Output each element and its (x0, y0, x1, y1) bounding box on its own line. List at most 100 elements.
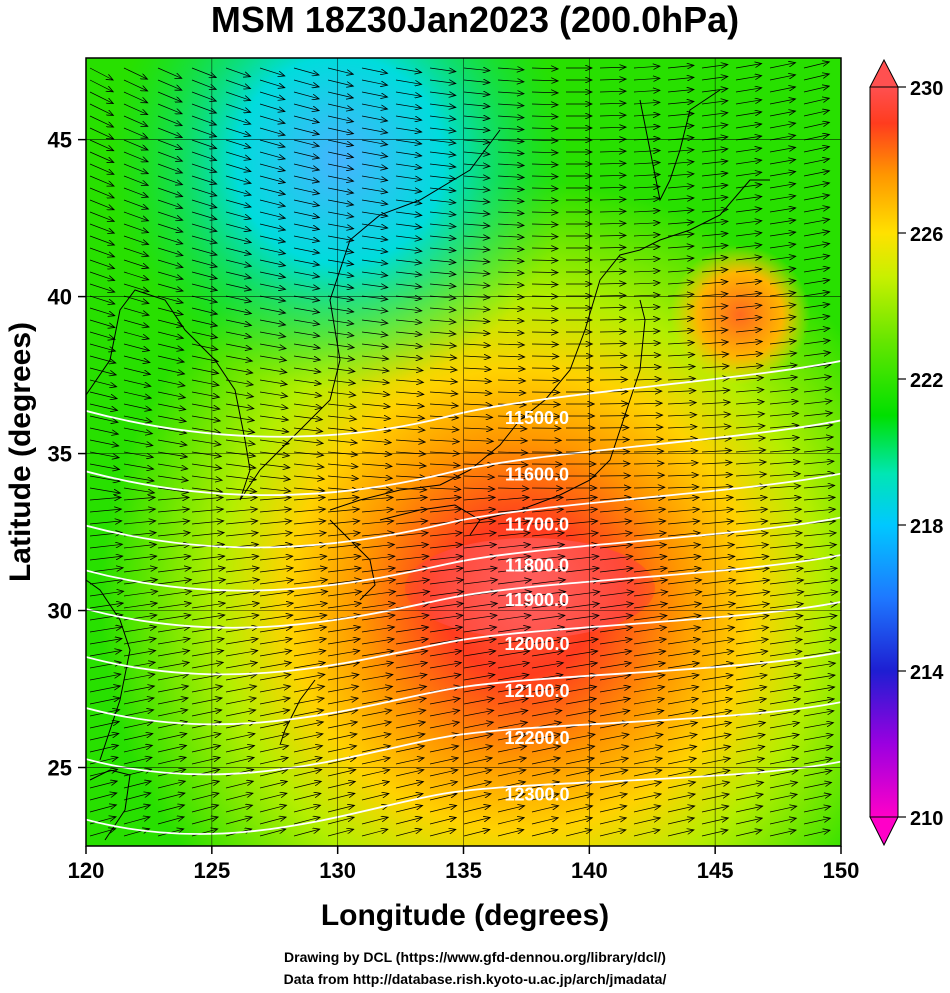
wind-arrow (803, 147, 829, 153)
wind-arrow (463, 380, 491, 382)
wind-arrow (667, 497, 699, 500)
wind-arrow (735, 64, 762, 69)
wind-arrow (803, 449, 834, 452)
wind-arrow (531, 380, 560, 381)
wind-arrow (803, 437, 833, 440)
wind-arrow (225, 568, 259, 573)
wind-arrow (123, 319, 149, 327)
wind-arrow (259, 187, 285, 194)
wind-arrow (463, 545, 496, 549)
wind-arrow (259, 103, 285, 112)
wind-arrow (157, 509, 189, 512)
wind-arrow (259, 127, 285, 135)
wind-arrow (735, 305, 762, 308)
wind-arrow (395, 615, 429, 621)
wind-arrow (633, 283, 660, 284)
wind-arrow (259, 67, 285, 76)
wind-arrow (769, 208, 796, 213)
wind-arrow (497, 236, 524, 237)
wind-arrow (429, 176, 456, 179)
wind-arrow (769, 111, 796, 117)
wind-arrow (599, 592, 634, 597)
wind-arrow (123, 163, 148, 174)
wind-arrow (633, 509, 665, 512)
wind-arrow (123, 79, 148, 91)
wind-arrow (531, 236, 558, 237)
wind-arrow (531, 592, 566, 597)
wind-arrow (361, 259, 388, 264)
wind-arrow (769, 135, 796, 141)
wind-arrow (395, 67, 422, 72)
wind-arrow (361, 223, 388, 228)
wind-arrow (599, 211, 626, 212)
wind-arrow (157, 187, 183, 197)
wind-arrow (395, 320, 422, 323)
wind-arrow (497, 488, 529, 489)
wind-arrow (327, 380, 355, 383)
wind-arrow (701, 497, 733, 500)
wind-arrow (191, 521, 224, 524)
wind-arrow (293, 319, 320, 324)
wind-arrow (769, 123, 796, 129)
wind-arrow (803, 353, 831, 357)
wind-arrow (191, 379, 219, 385)
wind-arrow (769, 450, 800, 453)
wind-arrow (497, 248, 524, 249)
wind-arrow (769, 604, 803, 609)
x-tick-label: 150 (823, 858, 860, 883)
wind-arrow (395, 464, 426, 466)
wind-arrow (667, 487, 699, 488)
wind-arrow (89, 439, 119, 446)
wind-arrow (667, 77, 694, 80)
wind-arrow (157, 568, 191, 573)
wind-arrow (633, 355, 661, 356)
wind-arrow (191, 139, 217, 149)
wind-arrow (225, 235, 251, 243)
wind-arrow (293, 521, 326, 524)
wind-arrow (429, 368, 457, 370)
wind-arrow (599, 235, 626, 236)
wind-arrow (633, 545, 666, 549)
wind-arrow (395, 556, 429, 561)
wind-arrow (89, 79, 113, 92)
wind-arrow (667, 415, 697, 416)
wind-arrow (327, 356, 355, 360)
wind-arrow (769, 509, 801, 512)
wind-arrow (361, 103, 388, 109)
wind-arrow (497, 68, 524, 70)
wind-arrow (633, 66, 660, 68)
wind-arrow (769, 556, 803, 561)
wind-arrow (735, 281, 762, 284)
wind-arrow (667, 174, 694, 176)
wind-arrow (429, 556, 463, 561)
wind-arrow (157, 319, 183, 326)
wind-arrow (361, 428, 391, 431)
wind-arrow (123, 451, 153, 457)
wind-arrow (293, 67, 319, 75)
wind-arrow (191, 319, 217, 326)
wind-arrow (123, 271, 149, 280)
wind-arrow (633, 247, 660, 248)
wind-arrow (735, 257, 762, 260)
wind-arrow (293, 259, 320, 265)
wind-arrow (667, 556, 701, 561)
wind-arrow (463, 140, 490, 142)
wind-arrow (497, 452, 528, 453)
contour-label: 11600.0 (505, 464, 569, 484)
wind-arrow (667, 102, 694, 105)
wind-arrow (531, 344, 558, 345)
wind-arrow (225, 307, 251, 314)
wind-arrow (735, 245, 762, 248)
wind-arrow (735, 414, 765, 416)
wind-arrow (531, 68, 558, 69)
wind-arrow (497, 416, 527, 417)
wind-arrow (259, 319, 286, 325)
wind-arrow (735, 148, 762, 153)
wind-arrow (293, 115, 319, 123)
wind-arrow (633, 151, 660, 153)
wind-arrow (497, 556, 531, 561)
wind-arrow (599, 115, 626, 116)
wind-arrow (191, 115, 216, 125)
wind-arrow (803, 244, 830, 249)
wind-arrow (293, 403, 322, 408)
